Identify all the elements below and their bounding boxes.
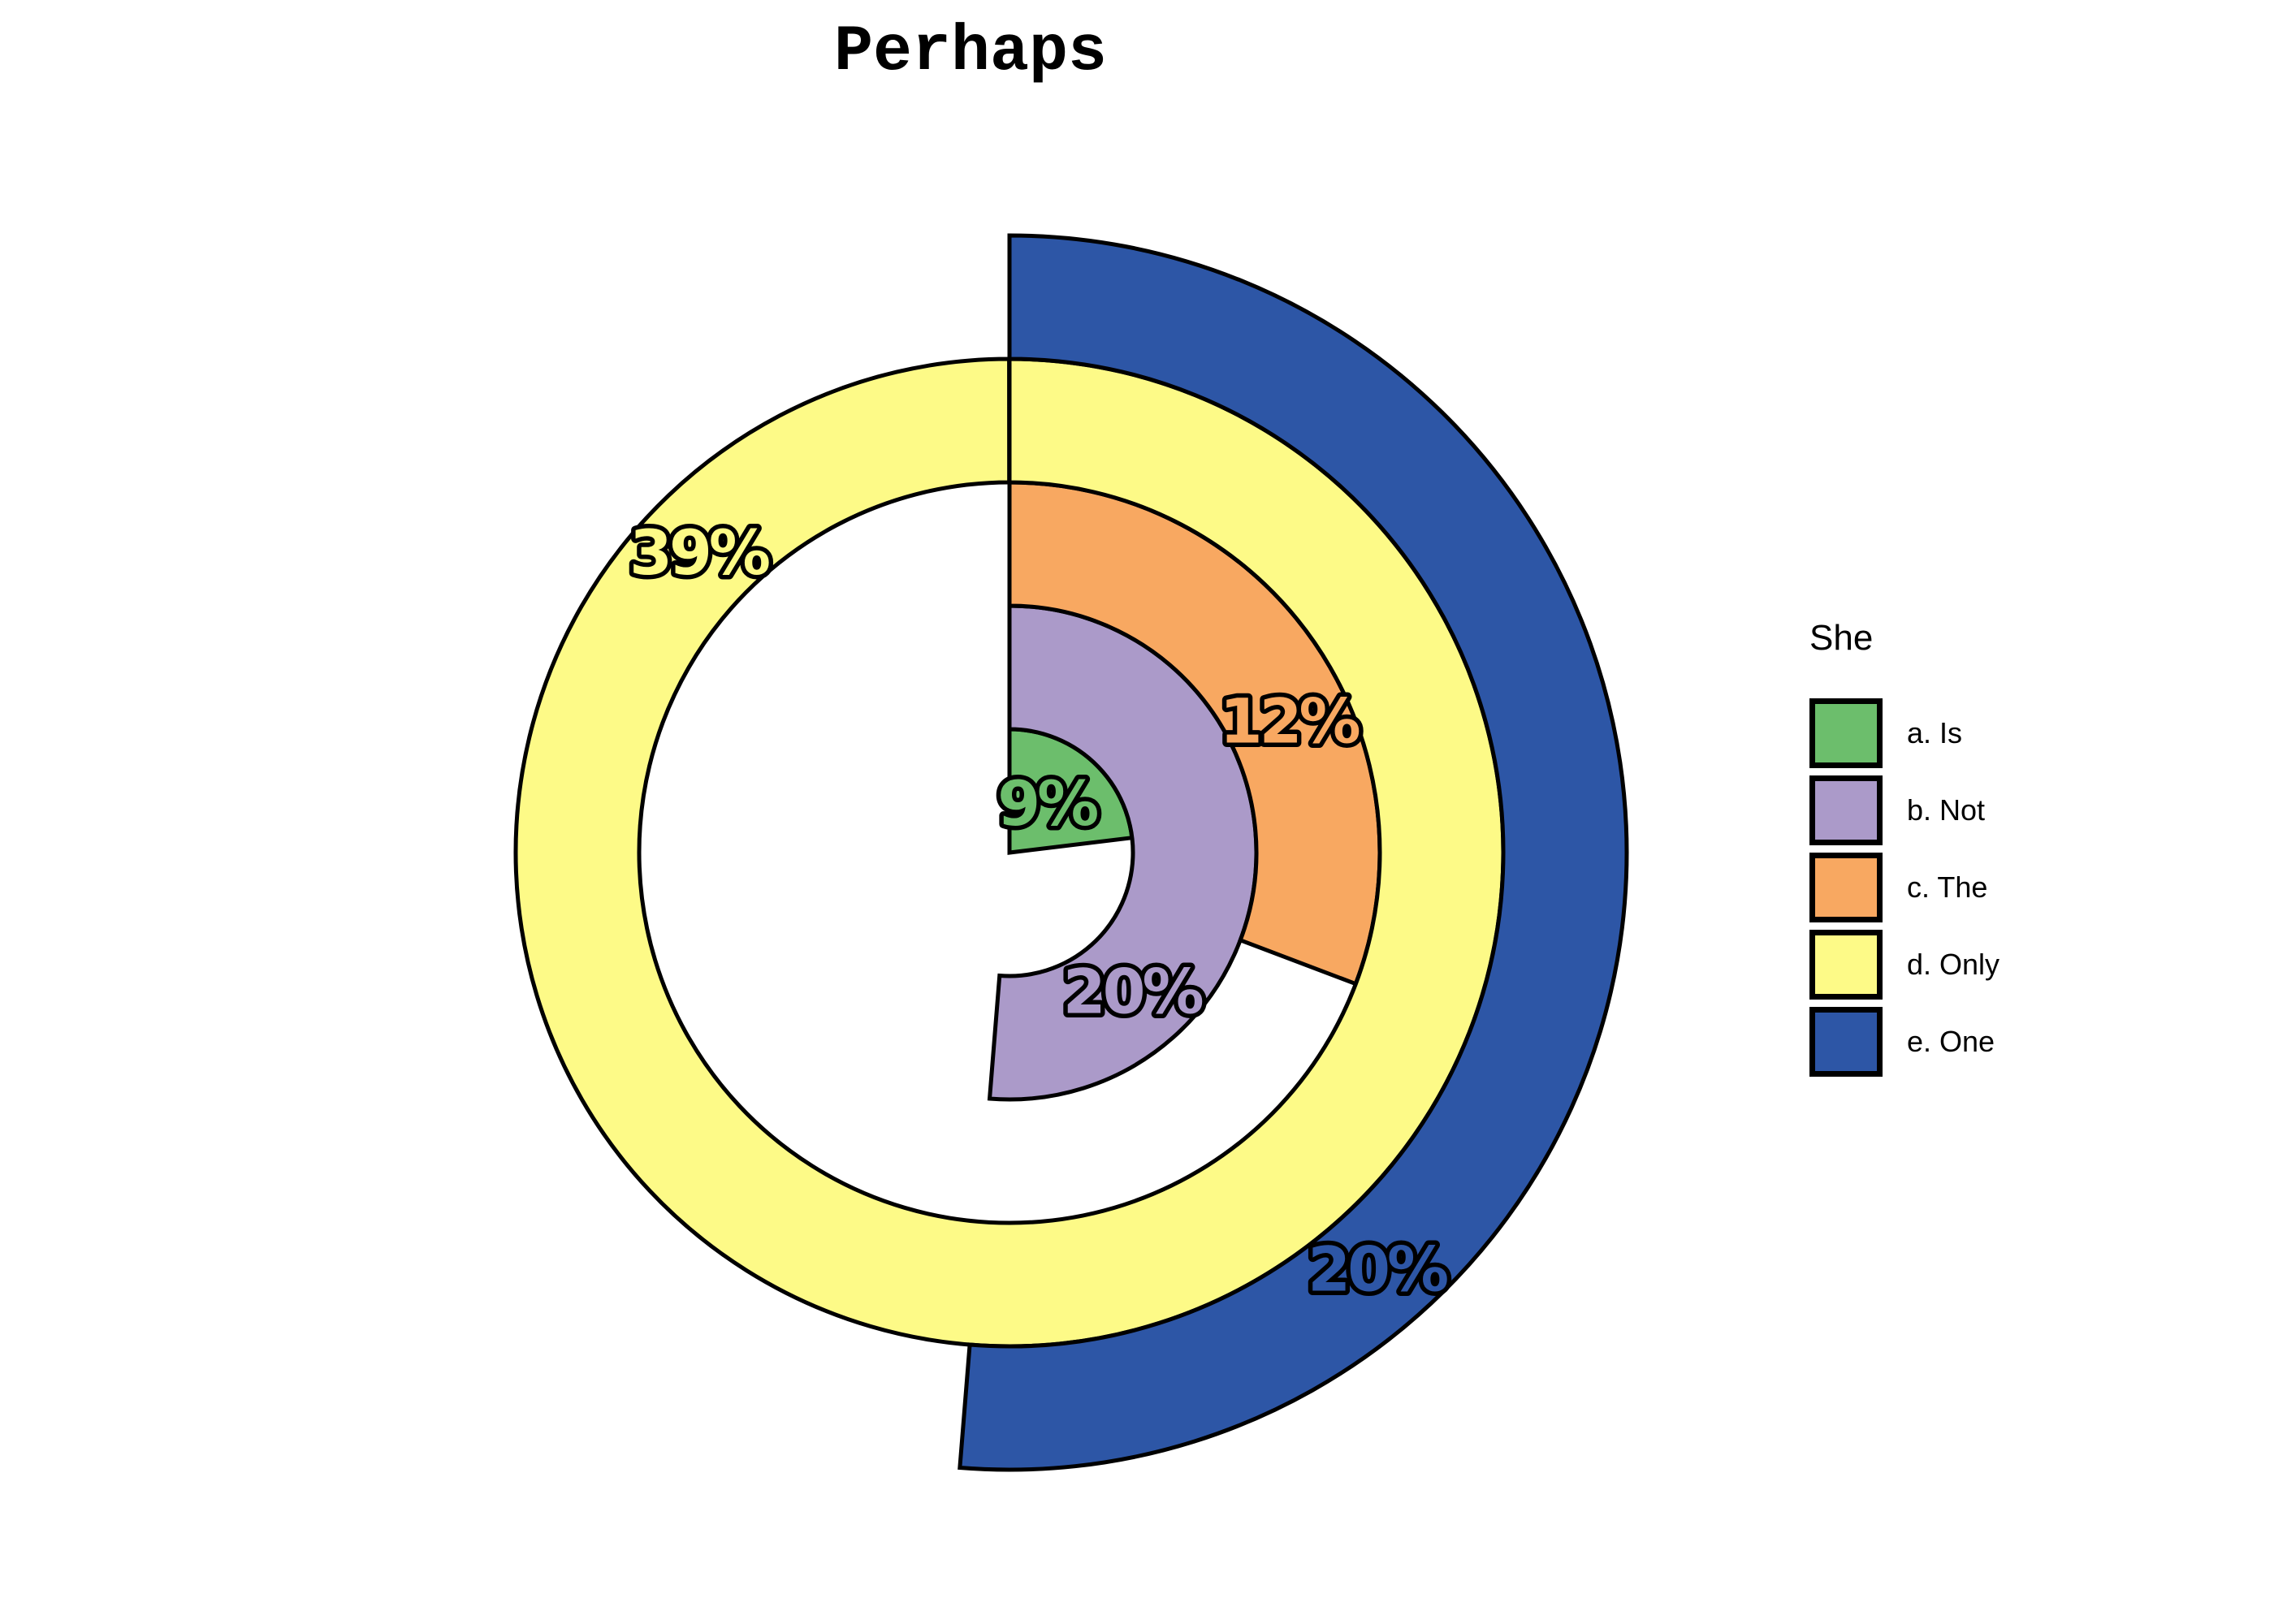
legend-swatch-c-the [1809,853,1883,922]
legend-label-a-is: a. Is [1907,716,1963,749]
slice-label-a-is: 9% [997,767,1097,840]
legend-label-e-one: e. One [1907,1025,1995,1058]
legend: She a. Is b. Not c. The d. Only e. One [1809,619,1999,1084]
legend-swatch-e-one [1809,1007,1883,1077]
slice-label-e-one: 20% [1308,1233,1447,1306]
legend-item: c. The [1809,853,1999,922]
legend-label-d-only: d. Only [1907,948,2000,981]
legend-label-c-the: c. The [1907,870,1988,904]
legend-swatch-b-not [1809,775,1883,845]
legend-swatch-d-only [1809,930,1883,1000]
chart-title: Perhaps [834,15,1107,89]
legend-item: a. Is [1809,698,1999,768]
percent-label-layer: 9% 20% 12% 39% 20% [625,512,1455,1310]
legend-label-b-not: b. Not [1907,793,1986,827]
legend-swatch-a-is [1809,698,1883,768]
slice-layer [513,233,1629,1472]
slice-e-one [958,233,1629,1472]
slice-label-c-the: 12% [1220,685,1360,758]
legend-item: b. Not [1809,775,1999,845]
slice-label-b-not: 20% [1063,956,1203,1028]
legend-item: d. Only [1809,930,1999,1000]
legend-title: She [1809,618,1874,658]
legend-item: e. One [1809,1007,1999,1077]
slice-label-d-only: 39% [629,516,769,589]
